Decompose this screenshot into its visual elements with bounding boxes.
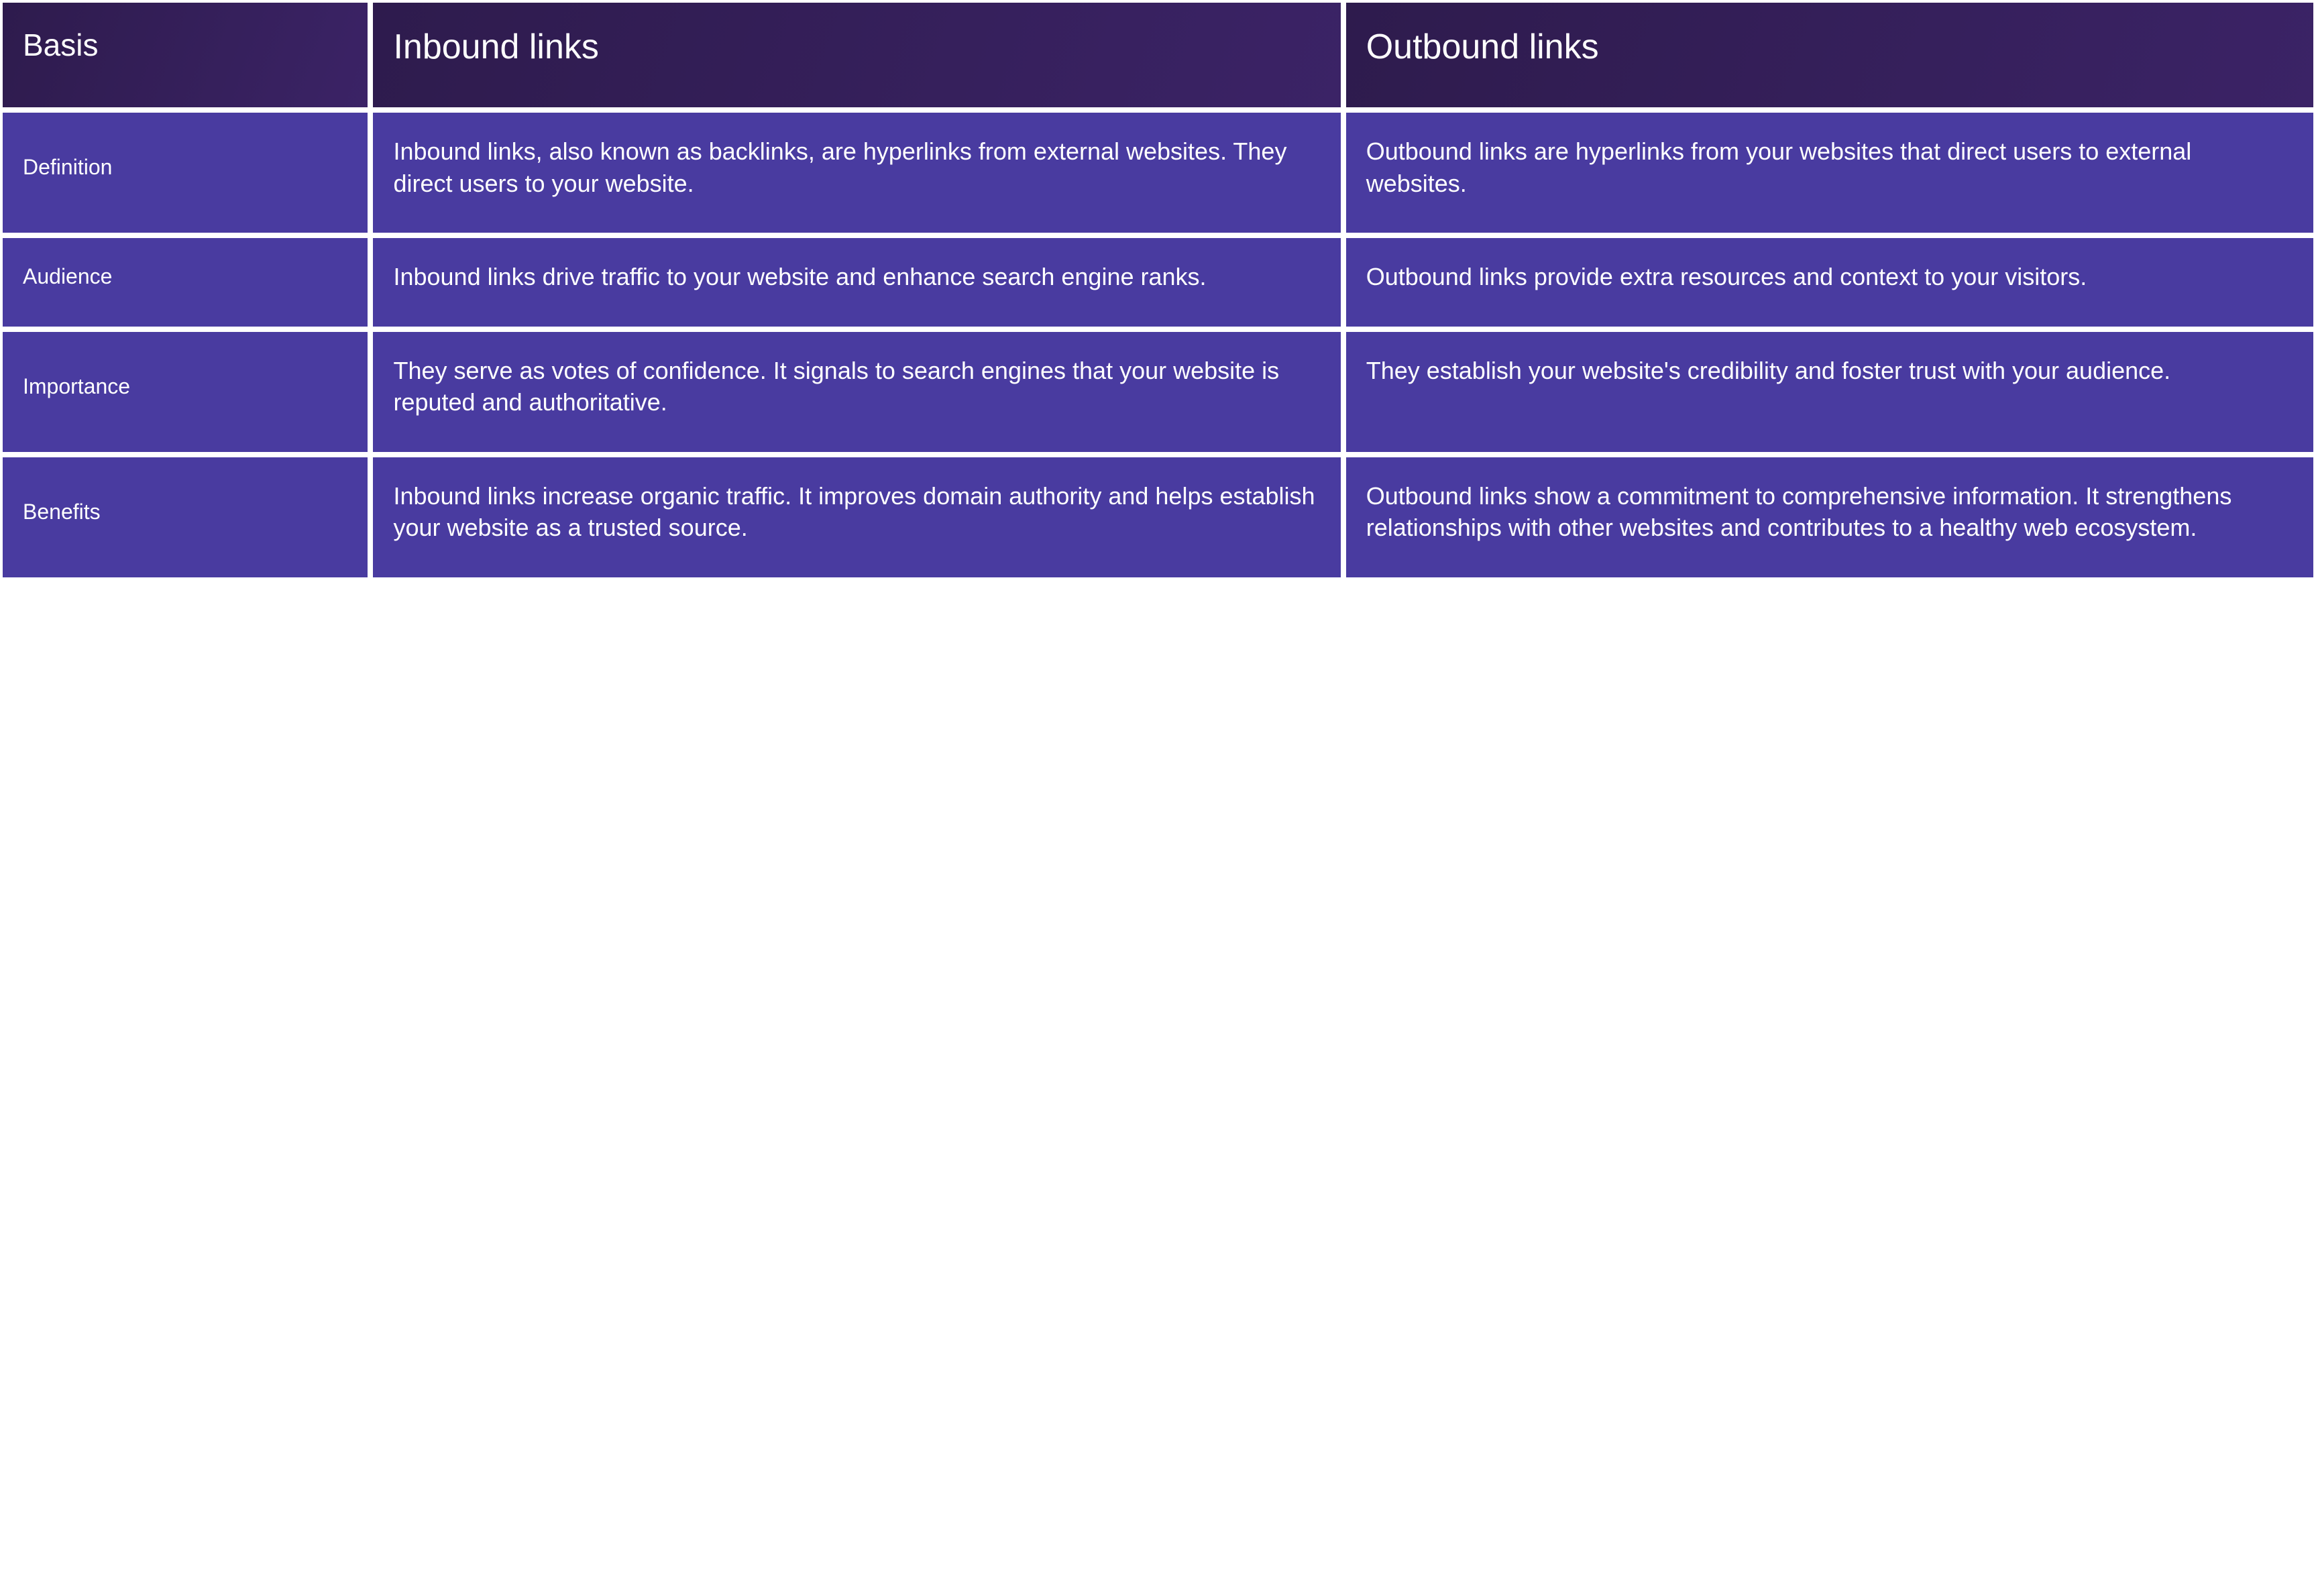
cell-outbound: They establish your website's credibilit… xyxy=(1343,329,2316,455)
cell-outbound: Outbound links provide extra resources a… xyxy=(1343,235,2316,329)
cell-inbound: Inbound links, also known as backlinks, … xyxy=(370,110,1343,235)
comparison-table: Basis Inbound links Outbound links Defin… xyxy=(0,0,2316,580)
row-label: Benefits xyxy=(0,455,370,580)
header-inbound: Inbound links xyxy=(370,0,1343,110)
table-row: Definition Inbound links, also known as … xyxy=(0,110,2316,235)
table-body: Definition Inbound links, also known as … xyxy=(0,110,2316,580)
table-row: Importance They serve as votes of confid… xyxy=(0,329,2316,455)
row-label: Audience xyxy=(0,235,370,329)
cell-inbound: Inbound links increase organic traffic. … xyxy=(370,455,1343,580)
cell-outbound: Outbound links show a commitment to comp… xyxy=(1343,455,2316,580)
header-basis: Basis xyxy=(0,0,370,110)
table-row: Benefits Inbound links increase organic … xyxy=(0,455,2316,580)
row-label: Definition xyxy=(0,110,370,235)
cell-inbound: They serve as votes of confidence. It si… xyxy=(370,329,1343,455)
table-row: Audience Inbound links drive traffic to … xyxy=(0,235,2316,329)
row-label: Importance xyxy=(0,329,370,455)
cell-inbound: Inbound links drive traffic to your webs… xyxy=(370,235,1343,329)
table-header: Basis Inbound links Outbound links xyxy=(0,0,2316,110)
header-outbound: Outbound links xyxy=(1343,0,2316,110)
cell-outbound: Outbound links are hyperlinks from your … xyxy=(1343,110,2316,235)
